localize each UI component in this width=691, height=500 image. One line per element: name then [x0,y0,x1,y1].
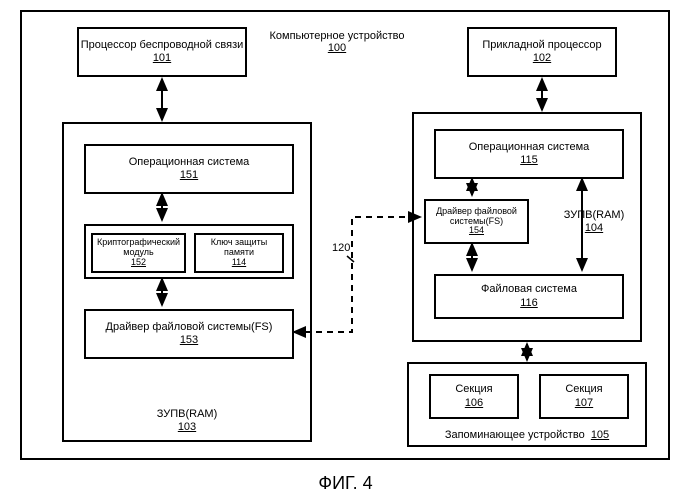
section2-title: Секция [565,383,602,396]
os-left-title: Операционная система [129,156,250,169]
crypto-module-box: Криптографический модуль 152 [91,233,186,273]
ram-left-num: 103 [178,421,196,433]
ram-right-label: ЗУПВ(RAM) 104 [554,209,634,235]
ram-left-label-wrap: ЗУПВ(RAM) 103 [157,408,218,434]
dashed-line-label: 120 [332,242,350,254]
figure-caption-text: ФИГ. 4 [318,473,372,493]
fs-driver-left-title: Драйвер файловой системы(FS) [106,321,273,334]
storage-box: Секция 106 Секция 107 Запоминающее устро… [407,362,647,447]
section1-num: 106 [465,397,483,410]
device-title: Компьютерное устройство [270,30,405,42]
file-system-title: Файловая система [481,283,577,296]
wireless-processor-title: Процессор беспроводной связи [81,39,244,52]
storage-num: 105 [591,429,609,441]
dashed-line-num: 120 [332,242,350,254]
wireless-processor-box: Процессор беспроводной связи 101 [77,27,247,77]
file-system-num: 116 [520,297,538,310]
crypto-num: 152 [131,258,146,268]
ram-right-title: ЗУПВ(RAM) [564,209,625,221]
section2-num: 107 [575,397,593,410]
os-right-box: Операционная система 115 [434,129,624,179]
key-title: Ключ защиты памяти [196,238,282,258]
crypto-row-box: Криптографический модуль 152 Ключ защиты… [84,224,294,279]
os-right-title: Операционная система [469,141,590,154]
storage-title: Запоминающее устройство [445,429,585,441]
wireless-processor-num: 101 [153,52,171,65]
fs-driver-right-title: Драйвер файловой системы(FS) [426,207,527,227]
fs-driver-right-box: Драйвер файловой системы(FS) 154 [424,199,529,244]
os-right-num: 115 [520,154,538,167]
ram-left-box: Операционная система 151 Криптографическ… [62,122,312,442]
key-num: 114 [232,258,246,268]
crypto-title: Криптографический модуль [93,238,184,258]
mem-key-box: Ключ защиты памяти 114 [194,233,284,273]
os-left-num: 151 [180,169,198,182]
fs-driver-right-num: 154 [469,226,484,236]
section2-box: Секция 107 [539,374,629,419]
os-left-box: Операционная система 151 [84,144,294,194]
storage-label-wrap: Запоминающее устройство 105 [445,429,609,442]
app-processor-num: 102 [533,52,551,65]
section1-title: Секция [455,383,492,396]
section1-box: Секция 106 [429,374,519,419]
ram-right-box: Операционная система 115 Драйвер файлово… [412,112,642,342]
device-num: 100 [328,42,346,54]
fs-driver-left-box: Драйвер файловой системы(FS) 153 [84,309,294,359]
ram-left-title: ЗУПВ(RAM) [157,408,218,420]
app-processor-box: Прикладной процессор 102 [467,27,617,77]
ram-right-num: 104 [585,222,603,234]
device-label: Компьютерное устройство 100 [252,30,422,54]
outer-frame: Компьютерное устройство 100 Процессор бе… [20,10,670,460]
fs-driver-left-num: 153 [180,334,198,347]
figure-caption: ФИГ. 4 [0,473,691,494]
app-processor-title: Прикладной процессор [482,39,601,52]
file-system-box: Файловая система 116 [434,274,624,319]
